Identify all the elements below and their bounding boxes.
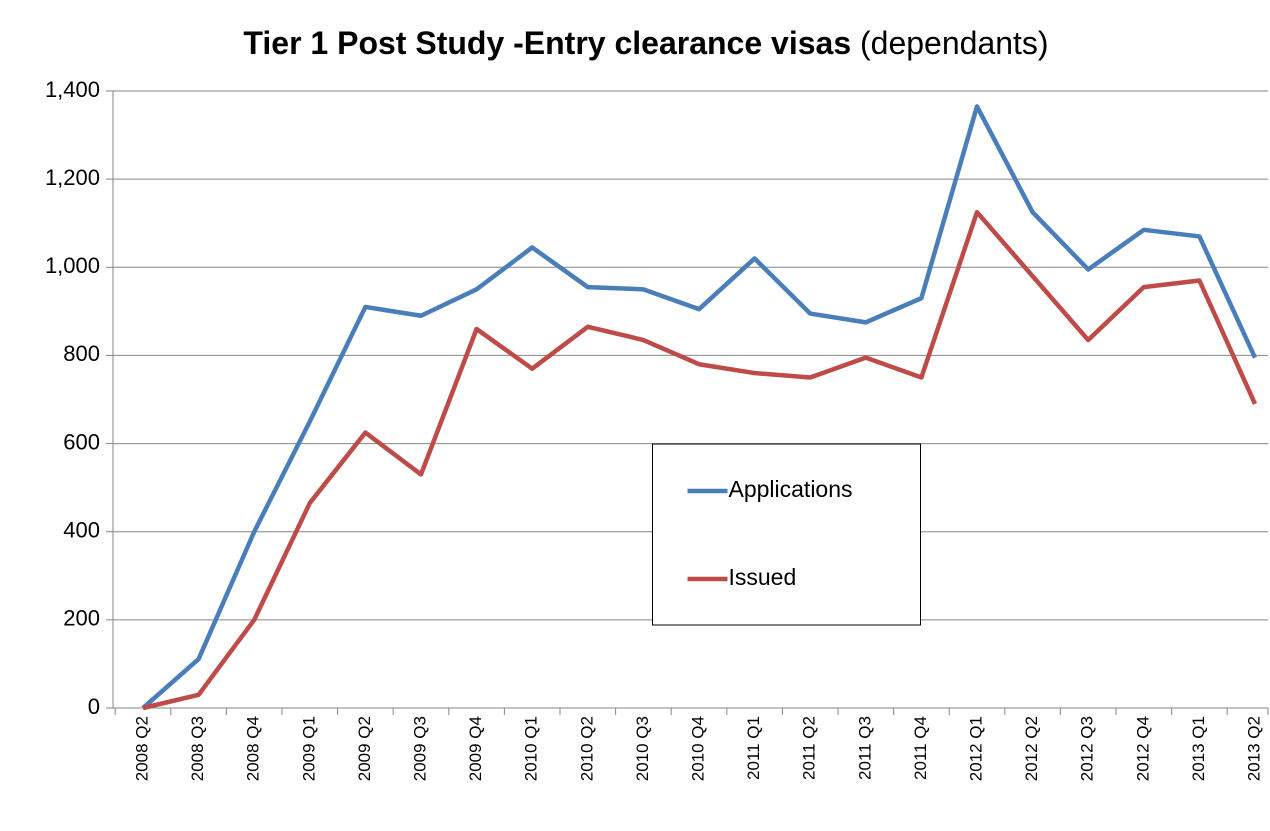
- x-tick-label: 2012 Q2: [1022, 716, 1041, 781]
- chart-subtitle: (dependants): [860, 25, 1049, 61]
- x-tick-label: 2010 Q2: [577, 716, 596, 781]
- x-tick-label: 2010 Q3: [633, 716, 652, 781]
- y-tick-label: 400: [63, 518, 100, 543]
- x-tick-label: 2010 Q1: [522, 716, 541, 781]
- x-tick-label: 2008 Q2: [132, 716, 151, 781]
- legend-label: Applications: [729, 476, 853, 502]
- x-tick-label: 2008 Q4: [244, 716, 263, 781]
- data-line: [142, 209, 1258, 711]
- y-tick-label: 0: [88, 694, 100, 719]
- x-tick-label: 2011 Q2: [800, 716, 819, 780]
- y-tick-label: 1,000: [45, 253, 100, 278]
- y-tick-label: 600: [63, 429, 100, 454]
- data-line: [141, 104, 1258, 710]
- x-tick-label: 2009 Q1: [299, 716, 318, 781]
- y-tick-label: 1,400: [45, 77, 100, 102]
- y-tick-label: 800: [63, 341, 100, 366]
- legend-box: [652, 443, 921, 626]
- x-tick-label: 2008 Q3: [188, 716, 207, 781]
- legend-label: Issued: [729, 564, 797, 590]
- x-tick-label: 2012 Q4: [1133, 716, 1152, 781]
- x-tick-label: 2012 Q1: [966, 716, 985, 781]
- x-tick-label: 2009 Q3: [410, 716, 429, 781]
- y-tick-label: 1,200: [45, 165, 100, 190]
- x-tick-label: 2011 Q1: [744, 716, 763, 780]
- x-tick-label: 2010 Q4: [688, 716, 707, 781]
- x-tick-label: 2009 Q4: [466, 716, 485, 781]
- chart-title: Tier 1 Post Study -Entry clearance visas: [243, 25, 851, 61]
- x-tick-label: 2013 Q2: [1244, 716, 1263, 781]
- x-tick-label: 2009 Q2: [355, 716, 374, 781]
- x-tick-label: 2013 Q1: [1189, 716, 1208, 781]
- x-tick-label: 2011 Q4: [911, 716, 930, 780]
- x-tick-label: 2011 Q3: [855, 716, 874, 780]
- x-tick-label: 2012 Q3: [1078, 716, 1097, 781]
- y-tick-label: 200: [63, 606, 100, 631]
- chart-title-line: Tier 1 Post Study -Entry clearance visas…: [243, 25, 1048, 61]
